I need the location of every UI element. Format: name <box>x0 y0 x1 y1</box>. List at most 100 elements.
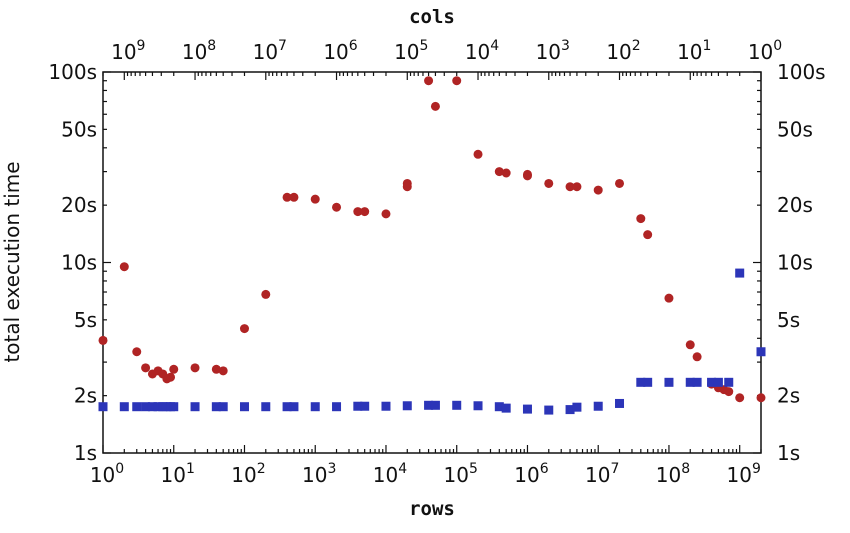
circle-point <box>692 352 702 362</box>
circle-point <box>430 101 440 111</box>
square-point <box>501 403 511 413</box>
circle-point <box>685 340 695 350</box>
x2-tick-label-base: 10 <box>323 40 348 64</box>
square-point <box>360 401 370 411</box>
circle-point <box>381 209 391 219</box>
circle-point <box>310 194 320 204</box>
x-tick-label-base: 10 <box>656 463 681 487</box>
x-tick-label: 109 <box>727 461 761 487</box>
x2-tick-label-exp: 4 <box>490 38 499 54</box>
square-point <box>565 405 575 415</box>
y-tick-label: 100s <box>48 60 97 84</box>
square-point <box>218 402 228 412</box>
square-point <box>402 401 412 411</box>
y2-tick-label: 50s <box>777 117 813 141</box>
x-tick-label-base: 10 <box>444 463 469 487</box>
y-tick-label: 50s <box>61 117 97 141</box>
x-tick-label-base: 10 <box>727 463 752 487</box>
x2-tick-label: 106 <box>323 38 357 64</box>
y-tick-label: 10s <box>61 251 97 275</box>
x-tick-label-base: 10 <box>585 463 610 487</box>
x2-tick-label-base: 10 <box>536 40 561 64</box>
y2-tick-label: 5s <box>777 308 800 332</box>
circle-point <box>572 182 582 192</box>
square-point <box>685 377 695 387</box>
square-point <box>310 402 320 412</box>
square-point <box>692 377 702 387</box>
series-1 <box>98 76 766 403</box>
x-tick-label-exp: 8 <box>681 461 690 477</box>
square-point <box>664 377 674 387</box>
x2-tick-label-base: 10 <box>394 40 419 64</box>
circle-point <box>141 363 151 373</box>
circle-point <box>190 363 200 373</box>
circle-point <box>636 214 646 224</box>
square-point <box>593 401 603 411</box>
y-axis-title: total execution time <box>0 161 24 362</box>
circle-point <box>218 366 228 376</box>
x-tick-label-exp: 9 <box>752 461 761 477</box>
x2-tick-label-exp: 8 <box>207 38 216 54</box>
y-tick-label: 20s <box>61 193 97 217</box>
circle-point <box>169 364 179 374</box>
x-tick-label: 101 <box>161 461 195 487</box>
circle-point <box>501 168 511 178</box>
x2-tick-label-exp: 5 <box>420 38 429 54</box>
x2-tick-label-exp: 6 <box>349 38 358 54</box>
x2-tick-label-exp: 7 <box>278 38 287 54</box>
square-point <box>713 377 723 387</box>
square-point <box>169 402 179 412</box>
y2-tick-label: 10s <box>777 251 813 275</box>
x2-tick-label-exp: 3 <box>561 38 570 54</box>
square-point <box>452 400 462 410</box>
square-point <box>756 347 766 357</box>
square-point <box>239 402 249 412</box>
circle-point <box>282 192 292 202</box>
x2-tick-label: 101 <box>677 38 711 64</box>
x-tick-label-exp: 5 <box>469 461 478 477</box>
circle-point <box>756 393 766 403</box>
square-point <box>424 400 434 410</box>
x-tick-label-base: 10 <box>373 463 398 487</box>
x-tick-label-base: 10 <box>231 463 256 487</box>
plot-area <box>102 71 762 454</box>
circle-point <box>98 335 108 345</box>
circle-point <box>119 262 129 272</box>
x-tick-label-exp: 7 <box>610 461 619 477</box>
x2-tick-label: 109 <box>111 38 145 64</box>
axis-ticks <box>102 71 762 454</box>
x2-tick-label-base: 10 <box>748 40 773 64</box>
x-tick-label-exp: 2 <box>257 461 266 477</box>
x-tick-label-base: 10 <box>161 463 186 487</box>
series-2 <box>98 268 766 415</box>
square-point <box>522 404 532 414</box>
x2-tick-label-exp: 9 <box>137 38 146 54</box>
square-point <box>636 377 646 387</box>
circle-point <box>332 202 342 212</box>
circle-point <box>565 182 575 192</box>
x2-tick-label-base: 10 <box>677 40 702 64</box>
circle-point <box>593 185 603 195</box>
x2-tick-label: 107 <box>253 38 287 64</box>
y-tick-label: 1s <box>74 441 97 465</box>
x2-tick-label-base: 10 <box>253 40 278 64</box>
square-point <box>473 401 483 411</box>
square-point <box>147 402 157 412</box>
x-tick-label: 104 <box>373 461 407 487</box>
square-point <box>153 402 163 412</box>
square-point <box>190 402 200 412</box>
square-point <box>211 402 221 412</box>
circle-point <box>261 289 271 299</box>
square-point <box>615 398 625 408</box>
circle-point <box>452 76 462 86</box>
square-point <box>98 402 108 412</box>
x-tick-label: 102 <box>231 461 265 487</box>
square-point <box>261 402 271 412</box>
square-point <box>735 268 745 278</box>
circle-point <box>494 167 504 177</box>
x-tick-label: 100 <box>90 461 124 487</box>
y-tick-label: 2s <box>74 384 97 408</box>
circle-point <box>424 76 434 86</box>
